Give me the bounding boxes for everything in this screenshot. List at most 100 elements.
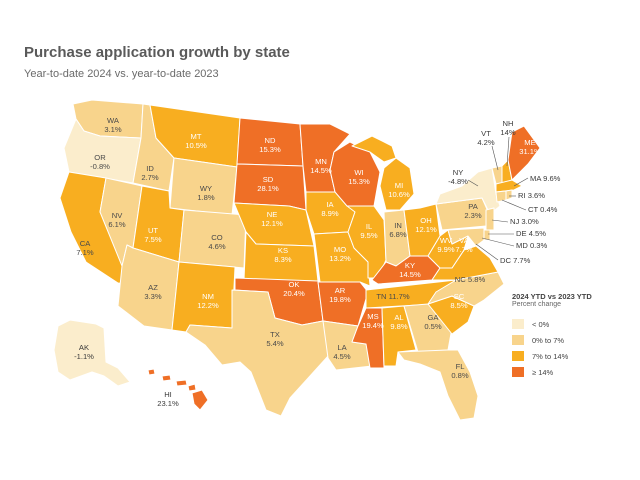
label-NJ: NJ 3.0% bbox=[510, 217, 539, 226]
label-SC-name: SC bbox=[454, 292, 465, 301]
label-RI-name: RI bbox=[518, 191, 526, 200]
state-AK[interactable] bbox=[53, 319, 131, 387]
label-HI-name: HI bbox=[164, 390, 172, 399]
state-shapes bbox=[53, 99, 541, 421]
state-NY[interactable] bbox=[435, 167, 501, 215]
label-MA-value: 9.6% bbox=[543, 174, 561, 183]
leader-MA bbox=[513, 177, 529, 187]
state-MI-up[interactable] bbox=[351, 135, 397, 163]
label-NM-name: NM bbox=[202, 292, 214, 301]
label-MS-value: 19.4% bbox=[362, 321, 384, 330]
state-FL[interactable] bbox=[397, 349, 479, 421]
state-HI-5[interactable] bbox=[191, 389, 209, 411]
label-NV-name: NV bbox=[112, 211, 123, 220]
label-WY-value: 1.8% bbox=[197, 193, 215, 202]
legend-label-high: ≥ 14% bbox=[532, 367, 554, 377]
state-MA[interactable] bbox=[495, 179, 523, 193]
label-WV-name: WV bbox=[440, 236, 453, 245]
leader-CT bbox=[501, 199, 527, 211]
legend-swatch-high bbox=[512, 367, 524, 377]
label-WI-name: WI bbox=[354, 168, 363, 177]
label-LA-name: LA bbox=[337, 343, 347, 352]
legend-swatch-mid bbox=[512, 351, 524, 361]
label-NC-name: NC bbox=[455, 275, 466, 284]
label-CO-value: 4.6% bbox=[208, 242, 226, 251]
label-WI-value: 15.3% bbox=[348, 177, 370, 186]
state-HI-2[interactable] bbox=[161, 374, 172, 382]
label-ND-name: ND bbox=[265, 136, 276, 145]
label-ME-name: ME bbox=[524, 138, 535, 147]
label-AK-value: -1.1% bbox=[74, 352, 94, 361]
label-OR-name: OR bbox=[94, 153, 106, 162]
label-PA-name: PA bbox=[468, 202, 479, 211]
legend-label-mid: 7% to 14% bbox=[532, 351, 569, 361]
label-KS-value: 8.3% bbox=[274, 255, 292, 264]
label-OH-value: 12.1% bbox=[415, 225, 437, 234]
label-IL-value: 9.5% bbox=[360, 231, 378, 240]
label-TN-value: 11.7% bbox=[389, 292, 410, 301]
legend-label-low: 0% to 7% bbox=[532, 335, 565, 345]
label-UT-name: UT bbox=[148, 226, 158, 235]
label-MA-name: MA bbox=[530, 174, 542, 183]
label-LA-value: 4.5% bbox=[333, 352, 351, 361]
label-MI-value: 10.6% bbox=[388, 190, 410, 199]
label-MT-name: MT bbox=[191, 132, 202, 141]
state-AR[interactable] bbox=[317, 281, 369, 327]
label-WV-value: 9.9% bbox=[437, 245, 455, 254]
leader-NY bbox=[467, 179, 479, 187]
label-GA-name: GA bbox=[428, 313, 440, 322]
legend-swatch-low bbox=[512, 335, 524, 345]
label-UT-value: 7.5% bbox=[144, 235, 162, 244]
label-KY-name: KY bbox=[405, 261, 415, 270]
label-TX-name: TX bbox=[270, 330, 280, 339]
label-DE-value: 4.5% bbox=[529, 229, 547, 238]
state-MD[interactable] bbox=[447, 227, 485, 247]
state-HI-3[interactable] bbox=[175, 379, 188, 387]
label-KS-name: KS bbox=[278, 246, 288, 255]
label-DE: DE 4.5% bbox=[516, 229, 546, 238]
label-FL-value: 0.8% bbox=[451, 371, 469, 380]
legend-subtitle: Percent change bbox=[512, 301, 562, 308]
legend-item-low: 0% to 7% bbox=[512, 332, 632, 348]
label-NM-value: 12.2% bbox=[197, 301, 219, 310]
label-AL-value: 9.8% bbox=[390, 322, 408, 331]
state-CT[interactable] bbox=[495, 190, 507, 203]
state-HI-4[interactable] bbox=[187, 383, 197, 392]
label-IL-name: IL bbox=[366, 222, 372, 231]
label-MN-value: 14.5% bbox=[310, 166, 332, 175]
label-DC-value: 7.7% bbox=[513, 256, 531, 265]
label-IA-name: IA bbox=[326, 200, 334, 209]
state-HI-1[interactable] bbox=[147, 368, 156, 376]
label-NH-name: NH bbox=[503, 119, 514, 128]
state-MI[interactable] bbox=[379, 157, 415, 211]
label-OK-name: OK bbox=[289, 280, 300, 289]
label-NC: NC 5.8% bbox=[455, 275, 486, 284]
label-RI-value: 3.6% bbox=[528, 191, 546, 200]
leader-lines bbox=[467, 136, 529, 261]
state-KS[interactable] bbox=[243, 231, 319, 282]
label-RI: RI 3.6% bbox=[518, 191, 545, 200]
state-IL[interactable] bbox=[346, 205, 387, 279]
label-WA-name: WA bbox=[107, 116, 120, 125]
external-labels: NY -4.8% VT 4.2% NH 14% ME 31.1% MA 9.6%… bbox=[74, 119, 561, 408]
chart-title: Purchase application growth by state bbox=[24, 44, 290, 61]
label-NE-name: NE bbox=[267, 210, 278, 219]
state-TX[interactable] bbox=[185, 289, 330, 417]
label-HI-value: 23.1% bbox=[157, 399, 179, 408]
label-VA-name: VA bbox=[459, 236, 470, 245]
legend-item-neg: < 0% bbox=[512, 316, 632, 332]
legend-title: 2024 YTD vs 2023 YTD bbox=[512, 292, 592, 301]
label-OH-name: OH bbox=[420, 216, 431, 225]
label-AZ-name: AZ bbox=[148, 283, 158, 292]
state-RI[interactable] bbox=[505, 189, 513, 201]
label-WA-value: 3.1% bbox=[104, 125, 122, 134]
label-NJ-value: 3.0% bbox=[521, 217, 539, 226]
label-AZ-value: 3.3% bbox=[144, 292, 162, 301]
label-MD: MD 0.3% bbox=[516, 241, 547, 250]
state-NJ[interactable] bbox=[485, 207, 495, 231]
label-AR-value: 19.8% bbox=[329, 295, 351, 304]
legend-swatch-neg bbox=[512, 319, 524, 329]
label-ND-value: 15.3% bbox=[259, 145, 281, 154]
label-CA-name: CA bbox=[80, 239, 91, 248]
label-SD-name: SD bbox=[263, 175, 274, 184]
